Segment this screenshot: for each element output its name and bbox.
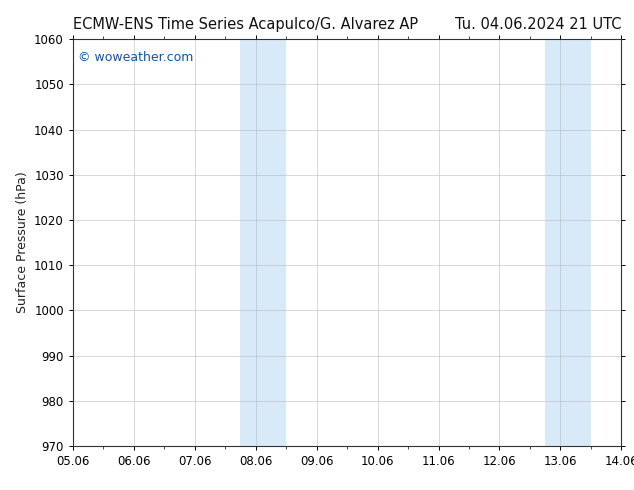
Text: ECMW-ENS Time Series Acapulco/G. Alvarez AP: ECMW-ENS Time Series Acapulco/G. Alvarez… bbox=[73, 17, 418, 32]
Y-axis label: Surface Pressure (hPa): Surface Pressure (hPa) bbox=[16, 172, 29, 314]
Text: © woweather.com: © woweather.com bbox=[79, 51, 194, 64]
Bar bbox=[545, 39, 591, 446]
Bar bbox=[240, 39, 286, 446]
Text: Tu. 04.06.2024 21 UTC: Tu. 04.06.2024 21 UTC bbox=[455, 17, 621, 32]
